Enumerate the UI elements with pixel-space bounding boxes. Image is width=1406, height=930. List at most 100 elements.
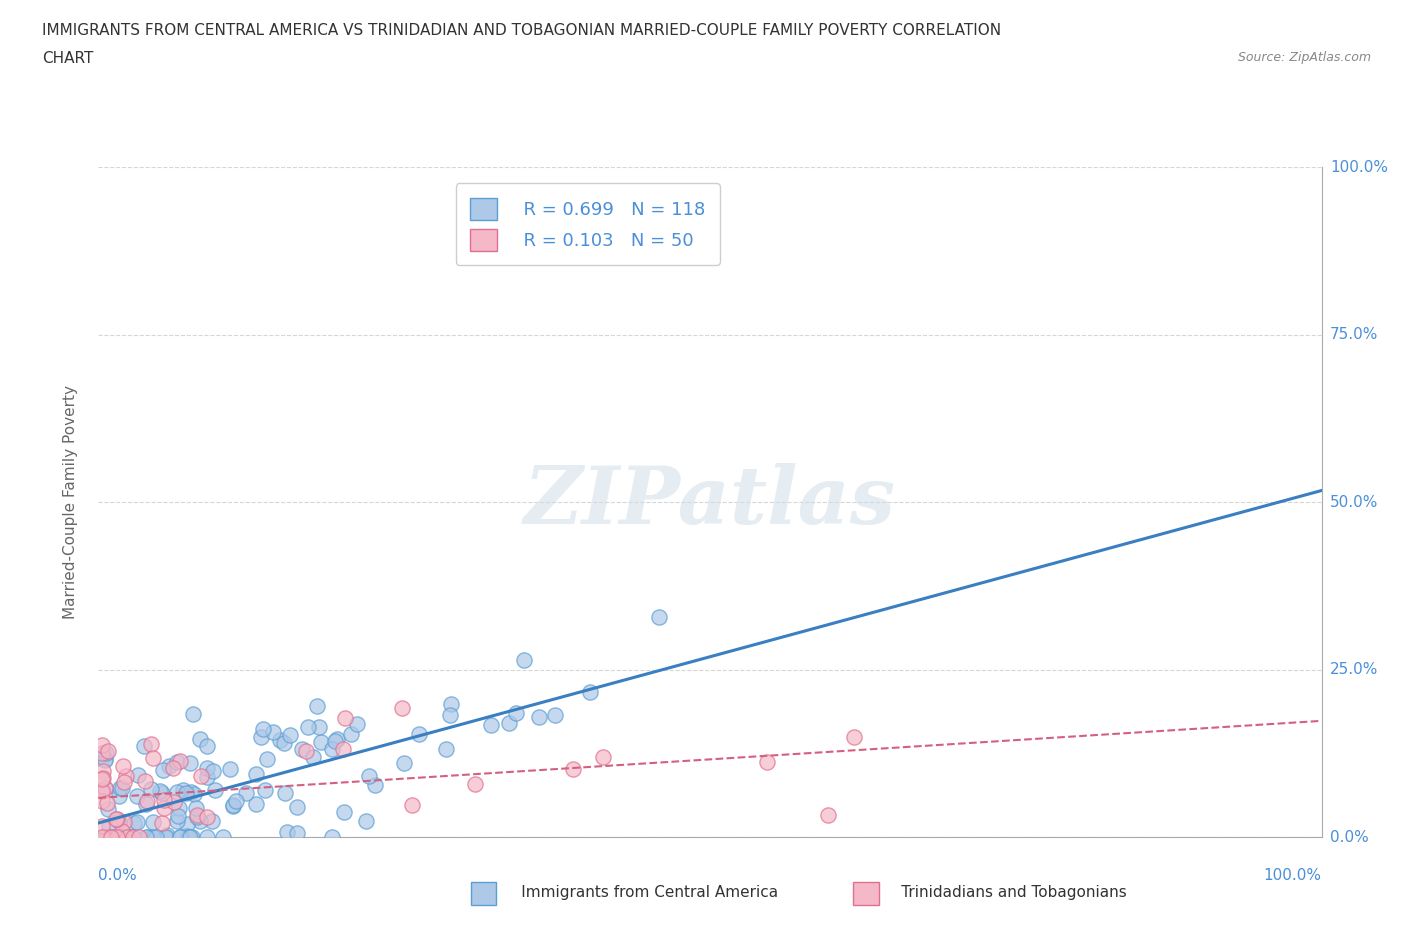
Point [340, 726, 363, 741]
Point [115, 830, 138, 844]
Point [114, 769, 136, 784]
Point [181, 706, 204, 721]
Point [256, 751, 278, 766]
Point [91, 818, 114, 833]
Point [274, 786, 297, 801]
Point [125, 789, 148, 804]
Point [302, 750, 325, 764]
Point [135, 793, 157, 808]
Text: Immigrants from Central America: Immigrants from Central America [492, 885, 779, 900]
Point [291, 741, 314, 756]
Point [505, 706, 527, 721]
Point [195, 830, 218, 844]
Point [332, 741, 354, 756]
Point [326, 732, 349, 747]
Point [544, 708, 567, 723]
Point [254, 783, 277, 798]
Point [354, 814, 377, 829]
Point [135, 830, 157, 844]
Point [122, 830, 145, 844]
Point [439, 708, 461, 723]
Legend:   R = 0.699   N = 118,   R = 0.103   N = 50: R = 0.699 N = 118, R = 0.103 N = 50 [456, 183, 720, 265]
Point [97, 744, 120, 759]
Point [139, 782, 162, 797]
Point [235, 786, 257, 801]
Point [335, 711, 357, 726]
Point [94, 780, 117, 795]
Point [817, 808, 839, 823]
Text: 100.0%: 100.0% [1264, 868, 1322, 883]
Point [96, 796, 118, 811]
Point [91, 764, 114, 778]
Point [155, 830, 177, 844]
Point [108, 814, 131, 829]
Point [156, 828, 179, 843]
Point [153, 792, 176, 807]
Point [134, 774, 156, 789]
Point [114, 830, 136, 844]
Text: Source: ZipAtlas.com: Source: ZipAtlas.com [1237, 51, 1371, 64]
Point [180, 784, 202, 799]
Point [278, 727, 301, 742]
Point [222, 797, 245, 812]
Point [122, 816, 145, 830]
Point [276, 825, 298, 840]
Point [249, 730, 271, 745]
Point [297, 720, 319, 735]
Point [357, 769, 380, 784]
Point [294, 744, 316, 759]
Point [195, 809, 218, 824]
Text: CHART: CHART [42, 51, 94, 66]
Point [245, 797, 267, 812]
Point [93, 751, 115, 766]
Point [172, 782, 194, 797]
Point [479, 718, 502, 733]
Point [269, 732, 291, 747]
Point [125, 814, 148, 829]
Point [179, 756, 201, 771]
Point [157, 759, 180, 774]
Point [98, 830, 121, 844]
Point [285, 826, 308, 841]
Point [91, 830, 114, 844]
Point [141, 737, 163, 751]
Text: 100.0%: 100.0% [1330, 160, 1388, 175]
Point [136, 830, 159, 844]
Point [101, 830, 124, 844]
Point [111, 780, 134, 795]
Point [842, 729, 865, 744]
Point [104, 812, 127, 827]
Point [97, 830, 120, 844]
Point [93, 830, 115, 844]
Point [245, 767, 267, 782]
Text: 25.0%: 25.0% [1330, 662, 1378, 677]
Point [121, 830, 143, 844]
Point [104, 830, 127, 844]
Point [440, 696, 463, 711]
Text: 0.0%: 0.0% [1330, 830, 1368, 844]
Point [285, 800, 308, 815]
Point [201, 814, 224, 829]
Point [401, 798, 423, 813]
Point [96, 830, 118, 844]
Point [97, 802, 120, 817]
Point [114, 815, 136, 830]
Point [142, 830, 165, 844]
Point [562, 762, 585, 777]
Point [108, 789, 131, 804]
Point [183, 787, 205, 802]
Point [176, 817, 198, 831]
Point [176, 829, 198, 844]
Point [145, 830, 167, 844]
Point [150, 816, 173, 830]
Point [142, 751, 165, 765]
Point [394, 756, 416, 771]
Point [321, 830, 343, 844]
Point [647, 609, 669, 624]
Point [91, 746, 114, 761]
Point [252, 722, 274, 737]
Point [592, 750, 614, 764]
Point [91, 783, 114, 798]
Point [364, 777, 387, 792]
Point [307, 698, 329, 713]
